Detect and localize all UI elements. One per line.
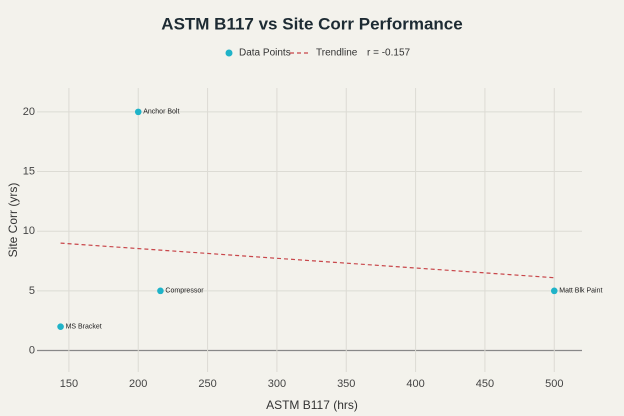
trendline [60, 242, 555, 279]
x-tick-label: 350 [337, 378, 355, 390]
point-label: Compressor [165, 288, 204, 295]
chart-title: ASTM B117 vs Site Corr Performance [161, 14, 462, 33]
legend-label: Data Points [239, 48, 291, 59]
legend-label: Trendline [316, 48, 358, 59]
data-point [57, 323, 64, 330]
x-axis-label: ASTM B117 (hrs) [266, 398, 358, 412]
x-tick-label: 400 [406, 378, 424, 390]
y-tick-label: 10 [23, 225, 35, 237]
y-tick-label: 5 [29, 285, 35, 297]
y-tick-label: 20 [23, 106, 35, 118]
x-tick-label: 200 [129, 378, 147, 390]
y-tick-label: 0 [29, 344, 35, 356]
data-point [550, 287, 558, 295]
legend-annotation: r = -0.157 [367, 48, 411, 59]
y-tick-label: 15 [23, 165, 35, 177]
x-tick-label: 150 [60, 378, 78, 390]
point-label: Matt Blk Paint [559, 288, 602, 295]
x-tick-label: 300 [268, 378, 286, 390]
x-tick-label: 450 [476, 378, 494, 390]
x-tick-label: 500 [545, 378, 563, 390]
data-point [157, 287, 164, 295]
x-tick-label: 250 [198, 378, 216, 390]
legend-swatch [225, 49, 233, 57]
point-label: MS Bracket [66, 323, 102, 330]
point-label: Anchor Bolt [143, 109, 179, 116]
data-point [134, 108, 142, 116]
y-axis-label: Site Corr (yrs) [6, 183, 20, 258]
